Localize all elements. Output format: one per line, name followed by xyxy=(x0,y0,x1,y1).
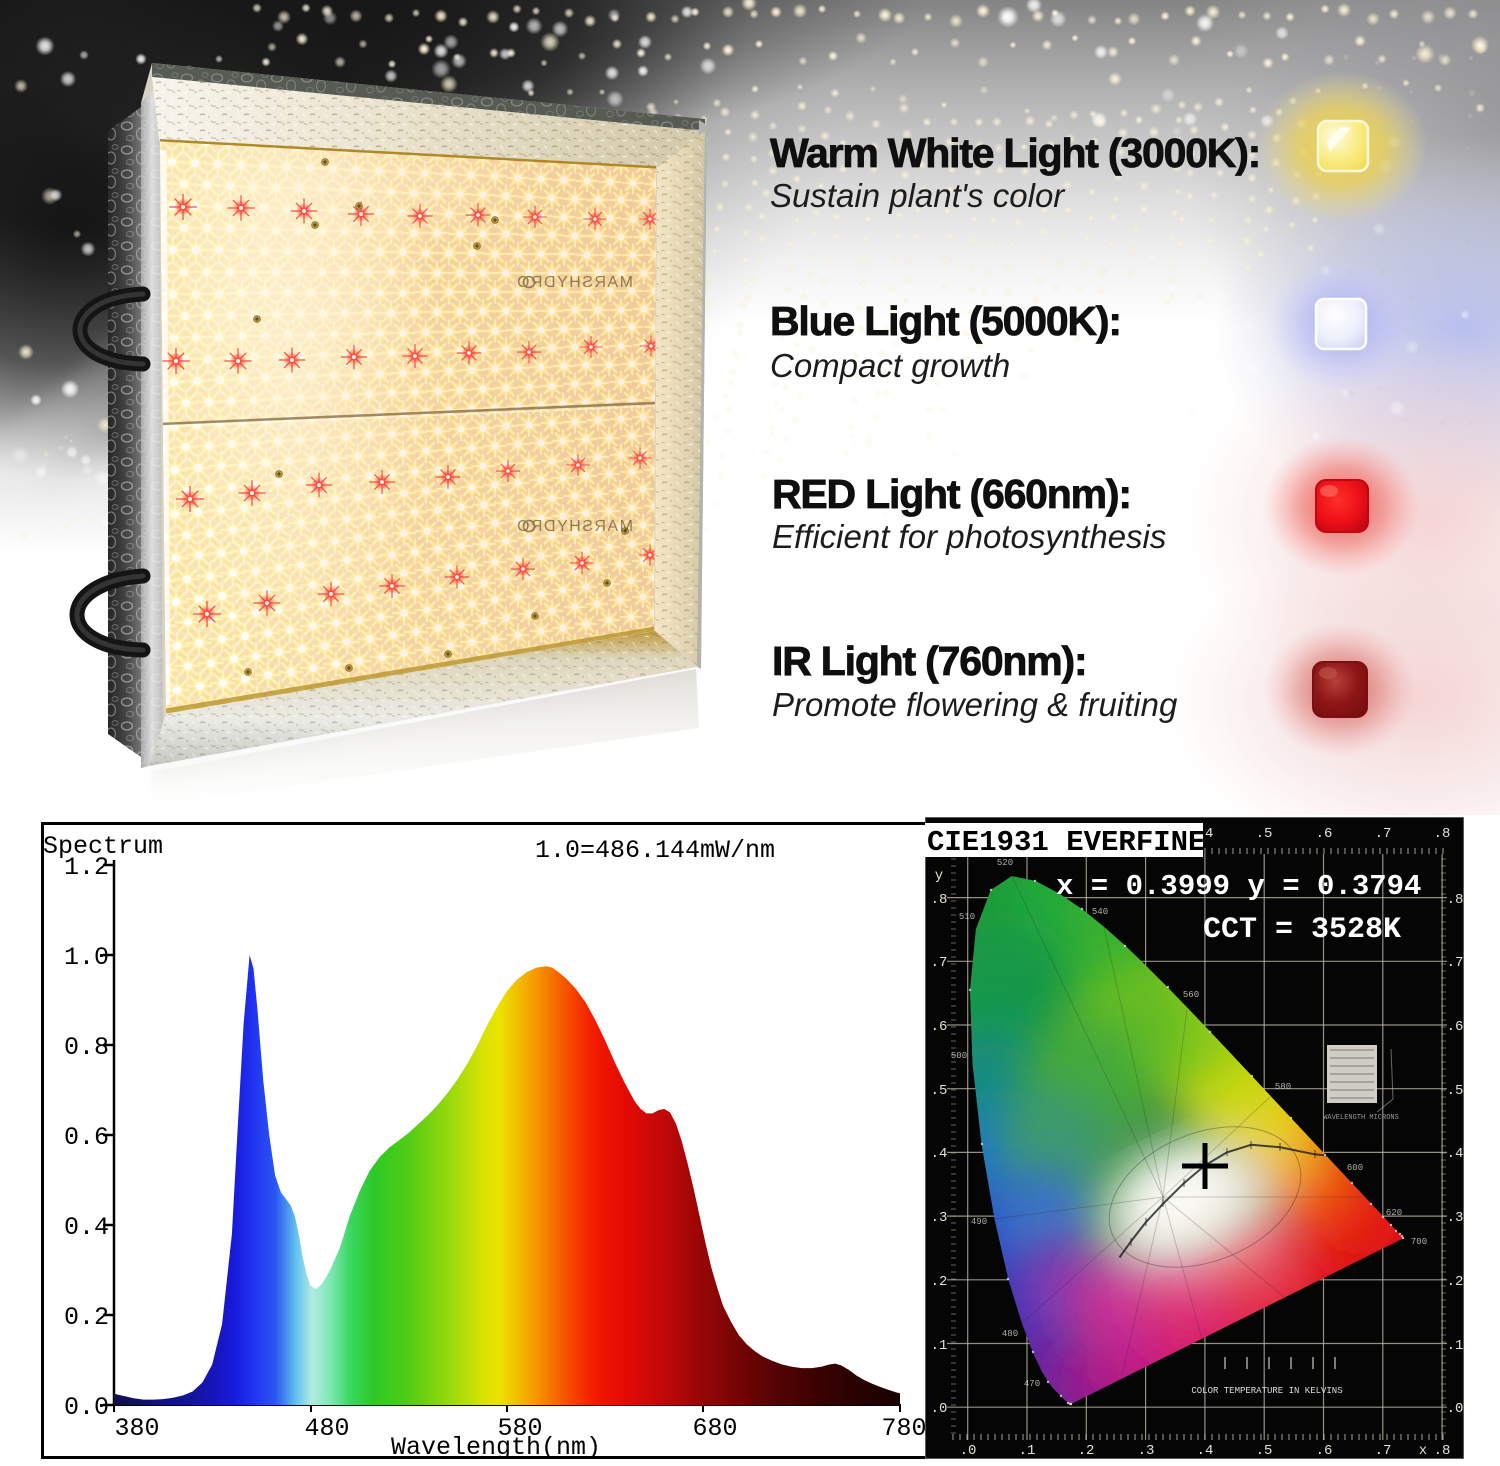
svg-text:510: 510 xyxy=(959,912,975,922)
svg-text:470: 470 xyxy=(1024,1379,1040,1389)
svg-text:.8: .8 xyxy=(1447,892,1464,908)
svg-text:480: 480 xyxy=(304,1414,349,1443)
svg-text:Wavelength(nm): Wavelength(nm) xyxy=(391,1433,601,1459)
svg-text:.2: .2 xyxy=(1078,1443,1095,1459)
svg-text:0.4: 0.4 xyxy=(64,1213,109,1242)
svg-text:0.8: 0.8 xyxy=(64,1033,109,1062)
svg-text:580: 580 xyxy=(497,1414,542,1443)
svg-text:780: 780 xyxy=(881,1414,926,1443)
svg-text:560: 560 xyxy=(1183,990,1199,1000)
svg-text:.3: .3 xyxy=(931,1210,948,1226)
svg-text:480: 480 xyxy=(1002,1329,1018,1339)
svg-text:.5: .5 xyxy=(1447,1083,1464,1099)
svg-text:1.0: 1.0 xyxy=(64,943,109,972)
svg-text:.3: .3 xyxy=(1447,1210,1464,1226)
svg-text:0.6: 0.6 xyxy=(64,1123,109,1152)
svg-text:Spectrum: Spectrum xyxy=(43,832,163,861)
svg-text:.6: .6 xyxy=(1447,1019,1464,1035)
svg-text:580: 580 xyxy=(1275,1082,1291,1092)
svg-text:.1: .1 xyxy=(1447,1338,1464,1354)
svg-text:.1: .1 xyxy=(1019,1443,1036,1459)
svg-text:COLOR TEMPERATURE IN KELVINS: COLOR TEMPERATURE IN KELVINS xyxy=(1191,1386,1342,1396)
svg-text:CCT = 3528K: CCT = 3528K xyxy=(1203,913,1401,947)
svg-text:x = 0.3999 y = 0.3794: x = 0.3999 y = 0.3794 xyxy=(1056,870,1421,903)
svg-text:.4: .4 xyxy=(931,1146,948,1162)
svg-text:.8: .8 xyxy=(1434,826,1451,842)
svg-text:680: 680 xyxy=(692,1414,737,1443)
svg-text:490: 490 xyxy=(971,1217,987,1227)
svg-text:.0: .0 xyxy=(931,1401,948,1417)
svg-text:MARSHYDRO: MARSHYDRO xyxy=(515,518,633,535)
svg-text:.7: .7 xyxy=(1375,826,1392,842)
svg-text:.8: .8 xyxy=(931,892,948,908)
svg-text:0.2: 0.2 xyxy=(64,1303,109,1332)
svg-text:.8: .8 xyxy=(1434,1443,1451,1459)
svg-text:.7: .7 xyxy=(1447,955,1464,971)
svg-text:.6: .6 xyxy=(931,1019,948,1035)
svg-text:500: 500 xyxy=(951,1051,967,1061)
svg-text:.4: .4 xyxy=(1197,1443,1214,1459)
svg-text:MARSHYDRO: MARSHYDRO xyxy=(515,274,633,291)
svg-text:WAVELENGTH MICRONS: WAVELENGTH MICRONS xyxy=(1323,1114,1399,1122)
svg-text:1.2: 1.2 xyxy=(64,853,109,882)
svg-text:.6: .6 xyxy=(1316,826,1333,842)
svg-text:600: 600 xyxy=(1347,1163,1363,1173)
svg-text:700: 700 xyxy=(1411,1237,1427,1247)
svg-text:x: x xyxy=(1419,1443,1427,1459)
svg-text:y: y xyxy=(935,868,943,884)
svg-text:620: 620 xyxy=(1386,1208,1402,1218)
svg-text:540: 540 xyxy=(1092,907,1108,917)
svg-text:.2: .2 xyxy=(931,1274,948,1290)
svg-text:.3: .3 xyxy=(1138,1443,1155,1459)
svg-text:380: 380 xyxy=(114,1414,159,1443)
svg-text:.5: .5 xyxy=(1256,826,1273,842)
svg-text:1.0=486.144mW/nm: 1.0=486.144mW/nm xyxy=(535,836,775,865)
svg-text:520: 520 xyxy=(997,858,1013,868)
svg-text:.6: .6 xyxy=(1316,1443,1333,1459)
svg-text:.7: .7 xyxy=(931,955,948,971)
svg-text:.7: .7 xyxy=(1375,1443,1392,1459)
svg-text:.4: .4 xyxy=(1447,1146,1464,1162)
svg-text:.1: .1 xyxy=(931,1338,948,1354)
svg-text:.0: .0 xyxy=(1447,1401,1464,1417)
svg-text:.0: .0 xyxy=(960,1443,977,1459)
svg-text:.2: .2 xyxy=(1447,1274,1464,1290)
svg-text:.5: .5 xyxy=(931,1083,948,1099)
svg-text:.5: .5 xyxy=(1256,1443,1273,1459)
svg-text:CIE1931 EVERFINE: CIE1931 EVERFINE xyxy=(927,826,1205,859)
svg-text:0.0: 0.0 xyxy=(64,1393,109,1422)
